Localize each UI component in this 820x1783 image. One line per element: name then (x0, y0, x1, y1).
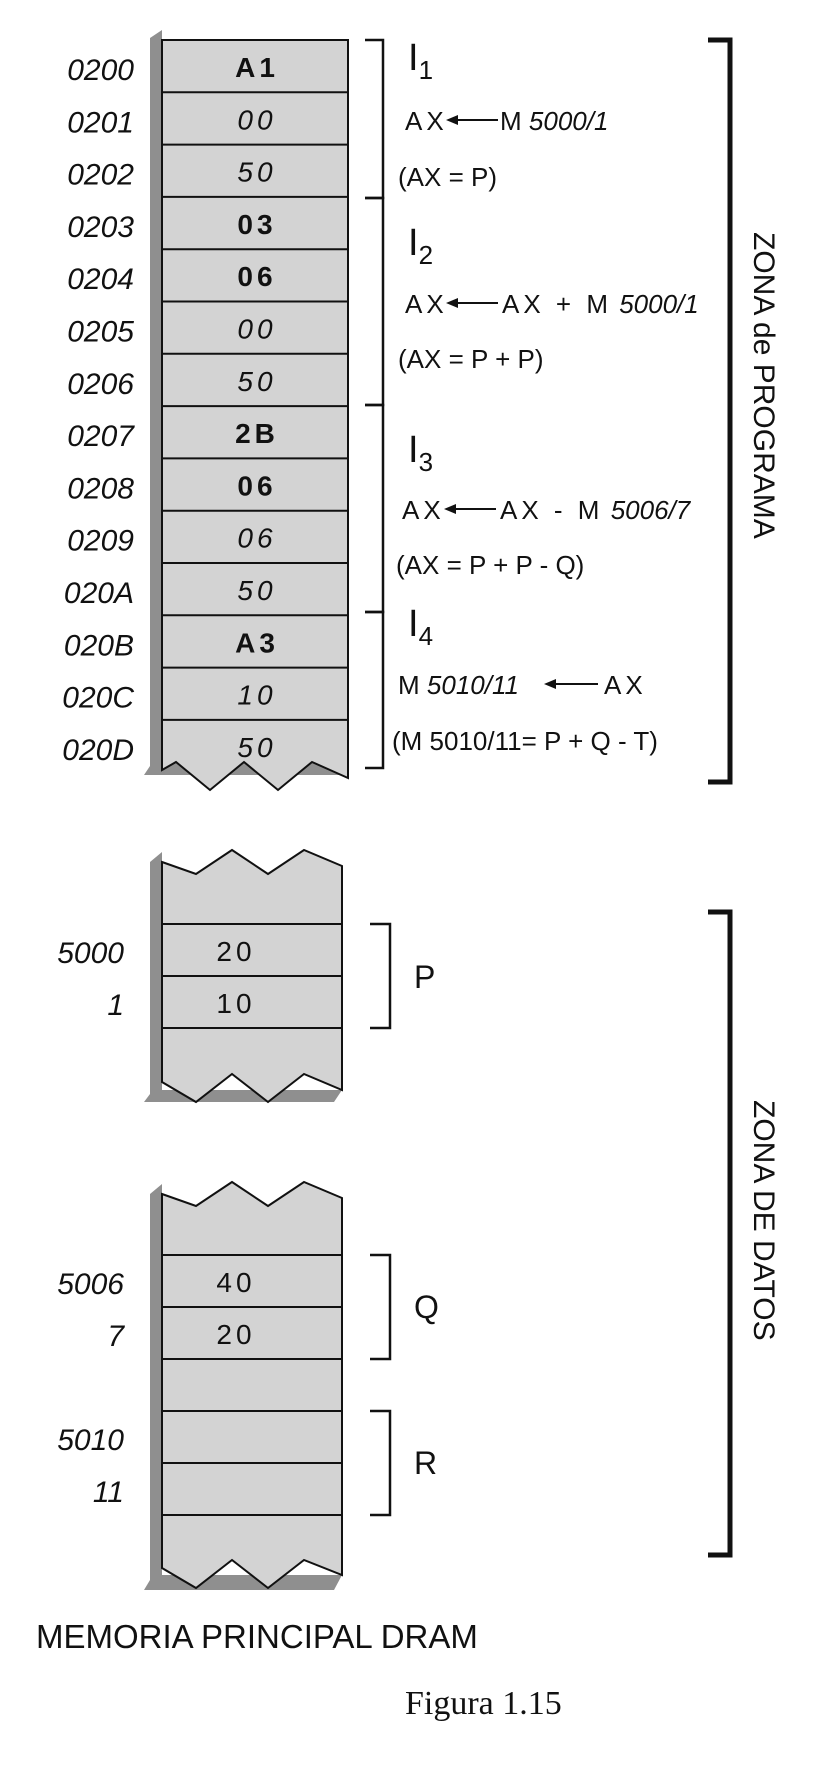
memory-address-0207: 0207 (67, 420, 135, 453)
data-block-p: 20 10 5000 1 P (57, 848, 435, 1104)
i2-comment: (AX = P + P) (398, 344, 543, 374)
i1-sub: 1 (419, 55, 433, 85)
data-q-cell-7: 20 (216, 1319, 255, 1350)
i1-tag: I (408, 37, 419, 79)
svg-text:I1: I1 (408, 37, 433, 85)
memory-address-0205: 0205 (67, 316, 134, 349)
memory-caption: MEMORIA PRINCIPAL DRAM (36, 1618, 478, 1655)
i4-sub: 4 (419, 621, 433, 651)
memory-cell-0201: 00 (237, 104, 276, 135)
svg-text:M 5000/1: M 5000/1 (500, 106, 608, 136)
memory-address-0209: 0209 (67, 525, 134, 558)
memory-cell-0209: 06 (237, 523, 276, 554)
memory-address-020b: 020B (64, 629, 134, 662)
data-r-addr-11: 11 (93, 1476, 124, 1509)
data-zone-bracket (708, 909, 733, 1558)
instruction-i4: I4 M 5010/11 AX (M 5010/11= P + Q - T) (392, 603, 658, 756)
program-zone-label: ZONA de PROGRAMA (747, 232, 780, 539)
bracket-i4 (365, 610, 385, 770)
data-label-p: P (414, 959, 435, 995)
memory-address-0203: 0203 (67, 211, 134, 244)
data-q-addr-7: 7 (107, 1320, 125, 1353)
data-r-addr-5010: 5010 (57, 1424, 124, 1457)
memory-cell-0200: A1 (235, 52, 279, 83)
program-zone-bracket (708, 37, 733, 785)
i3-sub: 3 (419, 447, 433, 477)
data-q-addr-5006: 5006 (57, 1268, 124, 1301)
data-p-addr-1: 1 (107, 989, 124, 1022)
i4-op: AX (604, 670, 647, 700)
bracket-i1 (365, 38, 385, 200)
i4-dest-addr: 5010/11 (427, 670, 519, 700)
i4-tag: I (408, 603, 419, 645)
memory-cell-0206: 50 (237, 366, 276, 397)
memory-address-0202: 0202 (67, 159, 134, 192)
program-block-body (161, 39, 349, 792)
program-memory-block: A1 00 50 03 06 00 50 2B 06 06 50 A3 10 50 (144, 30, 349, 792)
i3-dest: AX (402, 495, 445, 525)
data-p-cell-1: 10 (216, 988, 255, 1019)
i2-op: AX + M (502, 289, 612, 319)
data-qr-body (161, 1180, 343, 1590)
i1-op: M (500, 106, 522, 136)
memory-cell-0207: 2B (235, 418, 279, 449)
i3-op: AX - M (500, 495, 603, 525)
bracket-i3 (365, 403, 385, 614)
memory-cell-0208: 06 (237, 470, 276, 501)
i3-tag: I (408, 429, 419, 471)
data-p-cell-5000: 20 (216, 936, 255, 967)
svg-text:I2: I2 (408, 222, 433, 270)
data-label-r: R (414, 1445, 437, 1481)
instruction-brackets (365, 38, 385, 770)
i3-operand: 5006/7 (611, 495, 692, 525)
data-p-addr-5000: 5000 (57, 937, 124, 970)
memory-cell-020a: 50 (237, 575, 276, 606)
i1-comment: (AX = P) (398, 162, 497, 192)
bracket-r (370, 1409, 392, 1517)
memory-address-0204: 0204 (67, 263, 134, 296)
memory-address-020c: 020C (62, 682, 134, 715)
svg-text:AX + M 5000/1: AX + M 5000/1 (502, 289, 699, 319)
memory-address-020d: 020D (62, 734, 134, 767)
memory-cell-0203: 03 (237, 209, 276, 240)
i4-dest: M (398, 670, 420, 700)
i2-sub: 2 (419, 240, 433, 270)
i2-operand: 5000/1 (619, 289, 699, 319)
data-block-qr: 40 20 5006 7 5010 11 Q R (57, 1180, 439, 1590)
instruction-i1: I1 AX M 5000/1 (AX = P) (398, 37, 608, 192)
memory-address-0201: 0201 (67, 106, 134, 139)
data-q-cell-5006: 40 (216, 1267, 255, 1298)
i2-tag: I (408, 222, 419, 264)
memory-cell-020c: 10 (237, 680, 276, 711)
memory-address-0206: 0206 (67, 368, 134, 401)
data-zone-label: ZONA DE DATOS (747, 1100, 780, 1341)
memory-cell-0205: 00 (237, 314, 276, 345)
i2-dest: AX (405, 289, 448, 319)
svg-text:I4: I4 (408, 603, 433, 651)
instruction-i2: I2 AX AX + M 5000/1 (AX = P + P) (398, 222, 699, 374)
svg-text:M 5010/11: M 5010/11 (398, 670, 519, 700)
memory-cell-020d: 50 (237, 732, 276, 763)
i1-dest: AX (405, 106, 448, 136)
figure-caption: Figura 1.15 (405, 1685, 562, 1722)
program-rows: A1 00 50 03 06 00 50 2B 06 06 50 A3 10 50 (162, 52, 348, 763)
memory-address-0208: 0208 (67, 472, 134, 505)
memory-cell-0202: 50 (237, 157, 276, 188)
memory-cell-0204: 06 (237, 261, 276, 292)
instruction-i3: I3 AX AX - M 5006/7 (AX = P + P - Q) (396, 429, 692, 580)
svg-text:AX - M 5006/7: AX - M 5006/7 (500, 495, 692, 525)
i1-operand: 5000/1 (529, 106, 609, 136)
memory-address-020a: 020A (64, 577, 134, 610)
memory-cell-020b: A3 (235, 627, 279, 658)
i4-comment: (M 5010/11= P + Q - T) (392, 726, 658, 756)
bracket-p (370, 922, 392, 1030)
data-label-q: Q (414, 1289, 439, 1325)
bracket-i2 (365, 196, 385, 407)
bracket-q (370, 1253, 392, 1361)
memory-address-0200: 0200 (67, 54, 134, 87)
i3-comment: (AX = P + P - Q) (396, 550, 584, 580)
svg-text:I3: I3 (408, 429, 433, 477)
